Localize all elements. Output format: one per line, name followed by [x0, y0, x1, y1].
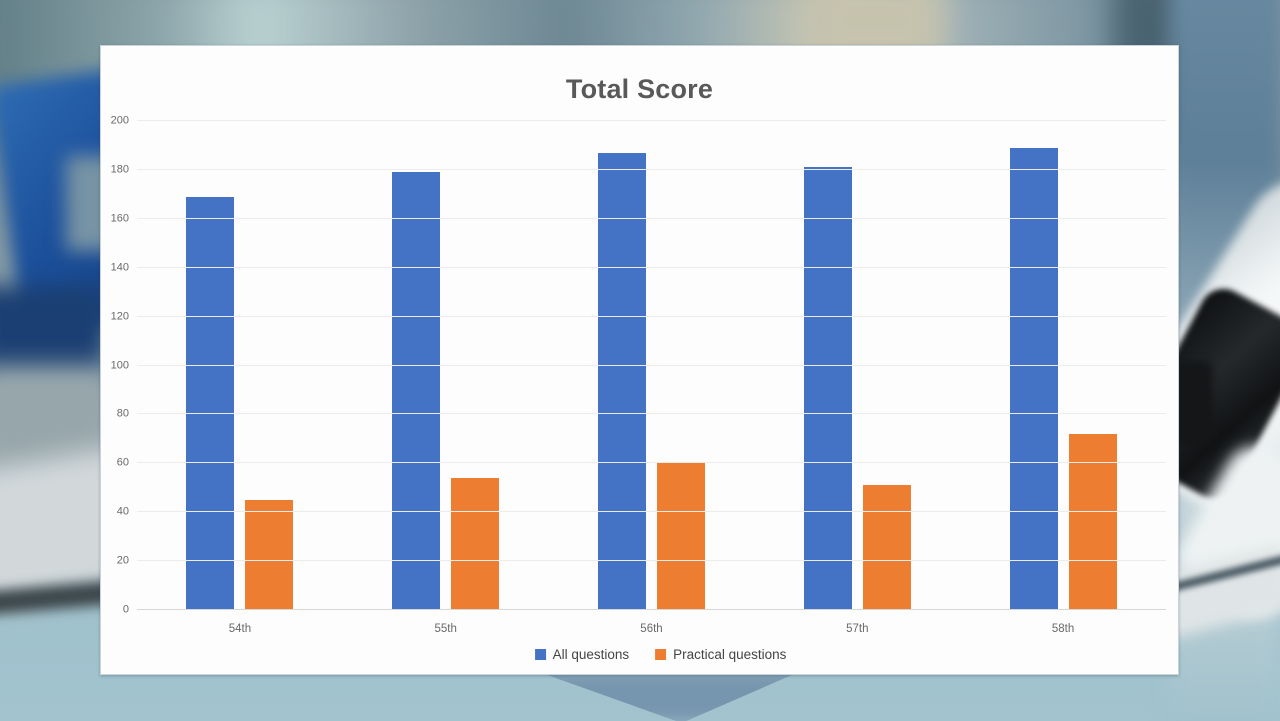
- gridline-160: [137, 217, 1166, 219]
- y-tick-label-120: 120: [110, 310, 129, 323]
- category-slot-56th: [549, 121, 755, 610]
- gridline-80: [137, 413, 1166, 415]
- category-slot-57th: [754, 121, 960, 610]
- gridline-0: [137, 609, 1166, 610]
- legend-label-practical-questions: Practical questions: [673, 647, 787, 662]
- bars-row: [137, 121, 1166, 610]
- bar-practical-questions-55th: [451, 477, 500, 610]
- legend-swatch-all-questions-icon: [534, 649, 546, 660]
- legend: All questions Practical questions: [534, 647, 786, 662]
- y-tick-label-160: 160: [110, 212, 129, 225]
- chart-title: Total Score: [565, 74, 714, 104]
- x-tick-label-55th: 55th: [434, 623, 457, 635]
- bar-all-questions-54th: [186, 196, 235, 610]
- bar-practical-questions-58th: [1068, 433, 1117, 610]
- bar-practical-questions-57th: [862, 485, 911, 610]
- x-axis-labels: 54th 55th 56th 57th 58th: [137, 623, 1166, 635]
- bar-all-questions-57th: [803, 167, 852, 610]
- category-slot-54th: [137, 121, 343, 610]
- y-tick-label-40: 40: [116, 505, 129, 518]
- category-slot-58th: [960, 121, 1166, 610]
- y-tick-label-100: 100: [110, 359, 129, 371]
- bar-all-questions-56th: [597, 152, 646, 610]
- x-tick-label-57th: 57th: [846, 623, 869, 635]
- gridline-200: [137, 120, 1166, 121]
- y-tick-label-60: 60: [116, 456, 129, 469]
- legend-swatch-practical-questions-icon: [655, 649, 667, 660]
- gridline-20: [137, 560, 1166, 562]
- y-axis: 0 20 40 60 80 100 120 140 160 180 200: [101, 115, 131, 615]
- y-tick-label-200: 200: [110, 114, 129, 127]
- bar-all-questions-55th: [392, 172, 441, 610]
- y-tick-label-180: 180: [110, 163, 129, 176]
- bar-practical-questions-56th: [656, 463, 705, 610]
- y-tick-label-140: 140: [110, 261, 129, 274]
- legend-item-all-questions: All questions: [534, 647, 630, 662]
- gridline-60: [137, 462, 1166, 464]
- gridline-40: [137, 511, 1166, 513]
- category-slot-55th: [343, 121, 549, 610]
- x-tick-label-58th: 58th: [1051, 623, 1075, 635]
- y-tick-label-80: 80: [116, 407, 129, 420]
- x-tick-label-56th: 56th: [640, 623, 663, 635]
- chart-panel: Total Score 0 20 40 60 80 100 120 140 160 180 200 …: [100, 45, 1179, 675]
- microscope-navy-base: [0, 286, 106, 381]
- y-tick-label-0: 0: [122, 603, 129, 616]
- y-tick-label-20: 20: [116, 554, 129, 567]
- gridline-120: [137, 315, 1166, 317]
- plot-area: [137, 120, 1166, 610]
- legend-label-all-questions: All questions: [552, 647, 630, 662]
- legend-item-practical-questions: Practical questions: [655, 647, 786, 662]
- gridline-140: [137, 266, 1166, 268]
- gridline-100: [137, 364, 1166, 366]
- bar-practical-questions-54th: [245, 499, 294, 610]
- bar-all-questions-58th: [1009, 147, 1058, 610]
- gridline-180: [137, 168, 1166, 170]
- x-tick-label-54th: 54th: [228, 623, 252, 635]
